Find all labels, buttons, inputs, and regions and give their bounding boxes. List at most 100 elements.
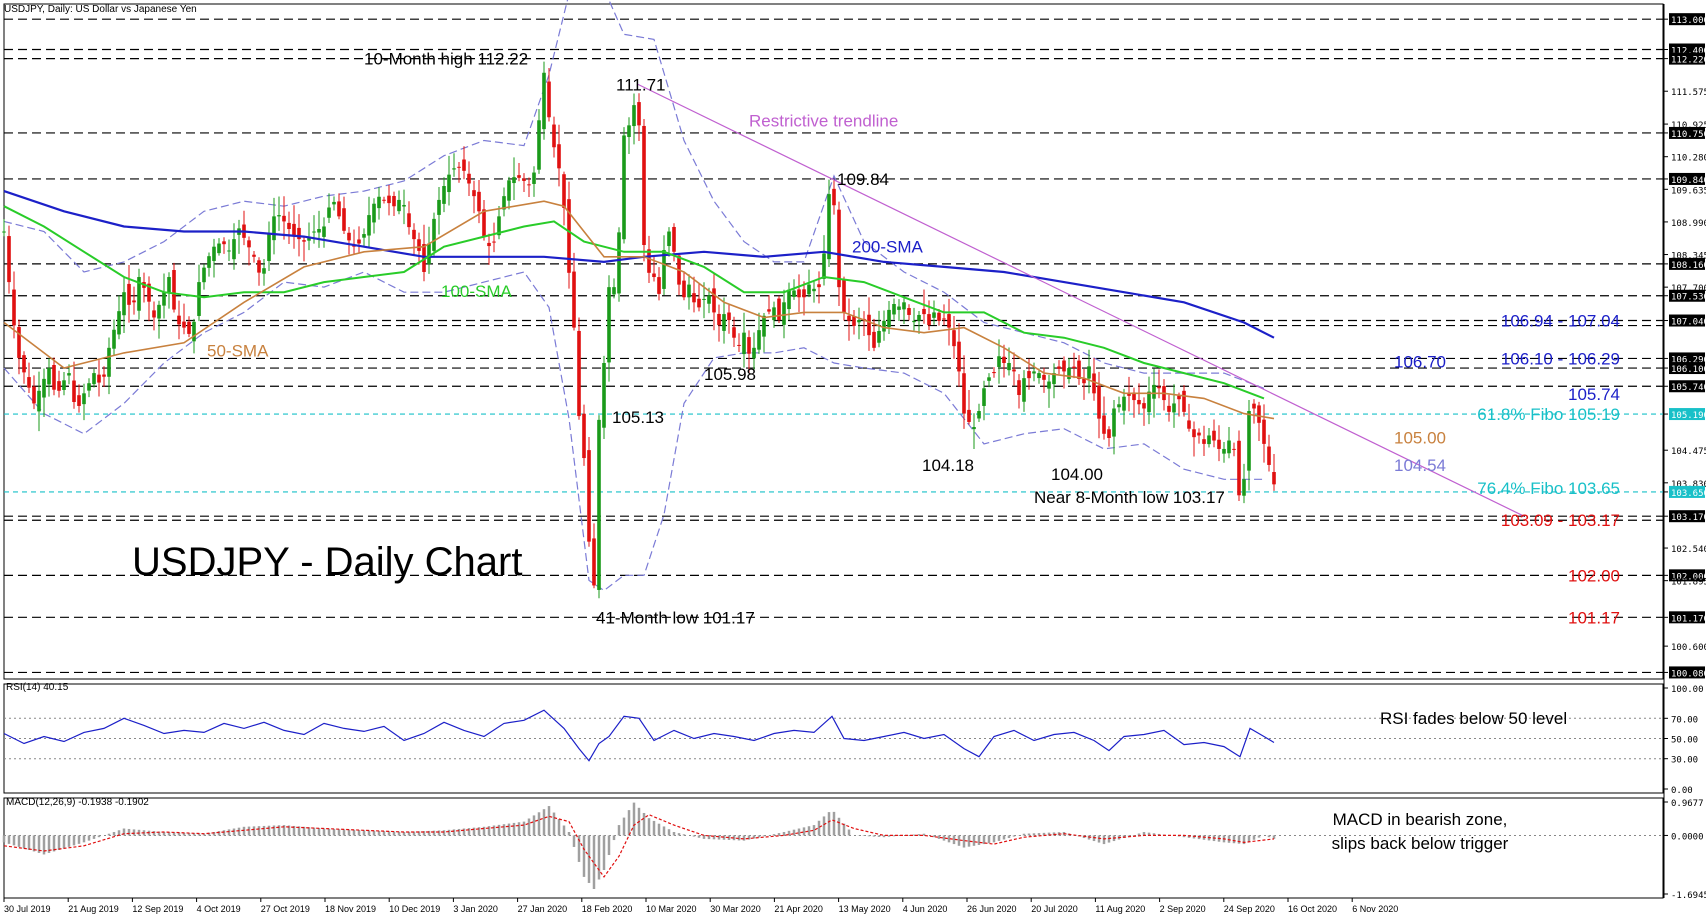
candle-body <box>62 380 66 390</box>
candle-body <box>617 232 621 294</box>
candle-body <box>767 309 771 312</box>
candle-body <box>777 298 781 321</box>
price-tick-label: 110.280 <box>1671 154 1706 164</box>
candle-body <box>712 288 716 313</box>
annotation-label: 100-SMA <box>441 282 513 301</box>
date-label: 16 Oct 2020 <box>1288 904 1337 914</box>
annotation-label: Restrictive trendline <box>749 111 898 130</box>
price-tick-label: 104.475 <box>1671 447 1706 457</box>
candle-body <box>67 373 71 376</box>
price-tag: 112.220 <box>1671 56 1706 66</box>
candle-body <box>92 373 96 385</box>
annotation-label: 10-Month high 112.22 <box>364 50 528 69</box>
candle-body <box>12 289 16 326</box>
date-label: 6 Nov 2020 <box>1352 904 1398 914</box>
price-tick-label: 108.990 <box>1671 219 1706 229</box>
right-level-label: 103.09 - 103.17 <box>1501 511 1620 530</box>
candle-body <box>297 227 301 240</box>
candle-body <box>992 372 996 374</box>
candle-body <box>782 302 786 325</box>
candle-body <box>1137 399 1141 405</box>
candle-body <box>1087 366 1091 379</box>
annotation-label: 104.18 <box>922 456 974 475</box>
candle-body <box>472 190 476 197</box>
candle-body <box>892 304 896 315</box>
macd-note-1: MACD in bearish zone, <box>1333 810 1508 829</box>
candle-body <box>1042 374 1046 380</box>
key-levels <box>4 18 1663 674</box>
candle-body <box>502 196 506 210</box>
candle-body <box>1072 366 1076 369</box>
candle-body <box>847 315 851 321</box>
price-tick-label: 110.925 <box>1671 121 1706 131</box>
candle-body <box>962 373 966 414</box>
candle-body <box>1172 403 1176 413</box>
candle-body <box>802 289 806 298</box>
candle-body <box>927 314 931 326</box>
candle-body <box>1107 429 1111 438</box>
candle-body <box>787 289 791 310</box>
candle-body <box>397 199 401 212</box>
candle-body <box>407 213 411 228</box>
candle-body <box>392 196 396 207</box>
candle-body <box>1257 405 1261 423</box>
candle-body <box>267 233 271 261</box>
candle-body <box>557 144 561 169</box>
right-labels: 106.94 - 107.04 106.70 106.10 - 106.29 105.… <box>1394 312 1620 628</box>
candle-body <box>592 538 596 586</box>
candle-body <box>1062 360 1066 372</box>
candle-body <box>47 368 51 385</box>
candle-body <box>982 388 986 406</box>
date-label: 21 Apr 2020 <box>774 904 823 914</box>
price-tag-bg <box>1669 485 1705 498</box>
candle-body <box>222 241 226 245</box>
candle-body <box>647 249 651 273</box>
date-label: 30 Jul 2019 <box>4 904 51 914</box>
candle-body <box>307 236 311 241</box>
candle-body <box>432 218 436 251</box>
candle-body <box>1112 408 1116 437</box>
candle-body <box>742 332 746 355</box>
candle-body <box>192 321 196 342</box>
candle-body <box>552 124 556 148</box>
price-tag: 109.840 <box>1671 176 1706 186</box>
candle-body <box>412 229 416 240</box>
price-tick-label: 102.540 <box>1671 545 1706 555</box>
candle-body <box>357 239 361 244</box>
rsi-header: RSI(14) 40.15 <box>6 682 69 693</box>
candle-body <box>332 201 336 205</box>
candle-body <box>1092 373 1096 394</box>
annotation-label: 105.13 <box>612 408 664 427</box>
candle-body <box>402 204 406 207</box>
candle-body <box>1157 386 1161 389</box>
candle-body <box>512 177 516 184</box>
macd-panel: 0.9677 0.0000 -1.6945 <box>2 799 1706 901</box>
candle-body <box>707 295 711 304</box>
right-level-label: 102.00 <box>1568 566 1620 585</box>
candle-body <box>542 72 546 130</box>
price-tag-bg <box>1669 314 1705 327</box>
candle-body <box>972 427 976 430</box>
price-tick-label: 111.575 <box>1671 88 1706 98</box>
right-level-label: 104.54 <box>1394 456 1446 475</box>
right-level-label: 101.17 <box>1568 608 1620 627</box>
candle-body <box>532 172 536 184</box>
candle-body <box>1217 439 1221 449</box>
candle-body <box>1227 440 1231 454</box>
candle-body <box>1032 371 1036 374</box>
candle-body <box>287 222 291 229</box>
candle-body <box>52 365 56 390</box>
candle-body <box>477 191 481 212</box>
candle-body <box>1187 420 1191 429</box>
candle-body <box>842 279 846 313</box>
candle-body <box>292 223 296 237</box>
candle-body <box>1272 472 1276 485</box>
candle-body <box>282 215 286 222</box>
annotation-label: 50-SMA <box>207 341 269 360</box>
date-label: 18 Nov 2019 <box>325 904 376 914</box>
candle-body <box>1097 385 1101 419</box>
date-label: 13 May 2020 <box>839 904 891 914</box>
candle-body <box>1082 378 1086 384</box>
